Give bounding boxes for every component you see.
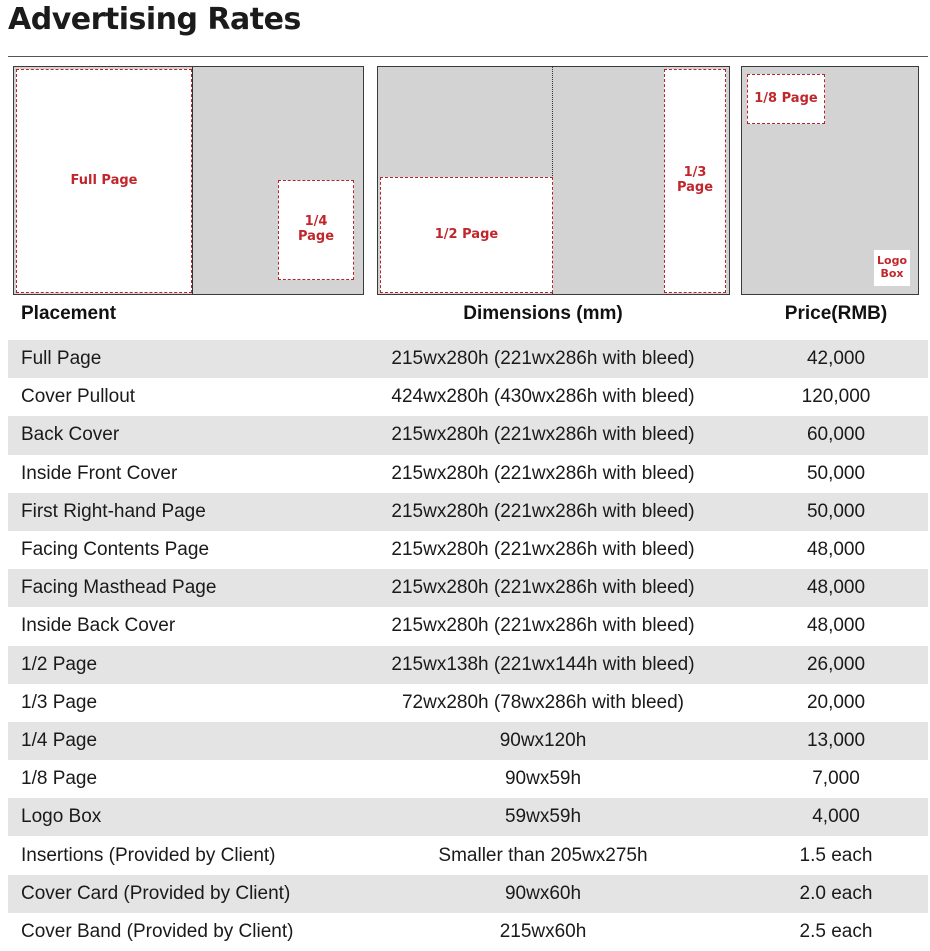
table-row: 1/3 Page 72wx280h (78wx286h with bleed) 20… (8, 684, 928, 722)
price-cell: 2.0 each (799, 882, 873, 904)
placement-cell: 1/4 Page (21, 729, 98, 751)
price-cell: 60,000 (806, 424, 866, 446)
price-cell: 48,000 (806, 539, 866, 561)
dimensions-cell: 215wx280h (221wx286h with bleed) (391, 577, 695, 599)
dimensions-cell: 59wx59h (504, 806, 582, 828)
price-cell: 48,000 (806, 577, 866, 599)
price-cell: 50,000 (806, 462, 866, 484)
table-row: Facing Contents Page 215wx280h (221wx286h… (8, 531, 928, 569)
dimensions-cell: 424wx280h (430wx286h with bleed) (391, 386, 695, 408)
table-row: Full Page 215wx280h (221wx286h with bleed… (8, 340, 928, 379)
placement-cell: Facing Contents Page (21, 539, 210, 561)
third-page-area: 1/3 Page (664, 69, 726, 293)
table-row: Cover Card (Provided by Client) 90wx60h 2.… (8, 874, 928, 913)
dimensions-cell: 215wx280h (221wx286h with bleed) (391, 462, 695, 484)
price-cell: 20,000 (806, 691, 866, 713)
placement-cell: Inside Back Cover (21, 615, 176, 637)
header-dimensions: Dimensions (mm) (463, 303, 623, 324)
dimensions-cell: 90wx60h (504, 882, 582, 904)
price-cell: 120,000 (801, 386, 871, 408)
dimensions-cell: 215wx280h (221wx286h with bleed) (391, 348, 695, 370)
third-page-label: 1/3 Page (676, 165, 714, 195)
placement-cell: 1/3 Page (21, 691, 98, 713)
eighth-page-area: 1/8 Page (747, 74, 825, 124)
full-page-label: Full Page (70, 172, 138, 188)
placement-cell: Logo Box (21, 806, 102, 828)
placement-cell: Insertions (Provided by Client) (21, 844, 276, 866)
placement-cell: Inside Front Cover (21, 462, 178, 484)
title-divider (8, 56, 928, 57)
table-row: First Right-hand Page 215wx280h (221wx286… (8, 492, 928, 531)
diagram-half-third: 1/2 Page 1/3 Page (377, 66, 730, 295)
table-row: Back Cover 215wx280h (221wx286h with blee… (8, 416, 928, 455)
price-cell: 50,000 (806, 500, 866, 522)
placement-cell: Cover Band (Provided by Client) (21, 920, 294, 942)
table-row: Facing Masthead Page 215wx280h (221wx286h… (8, 569, 928, 608)
placement-cell: 1/8 Page (21, 768, 98, 790)
price-cell: 1.5 each (799, 844, 873, 866)
price-cell: 7,000 (812, 768, 860, 790)
placement-cell: Back Cover (21, 424, 120, 446)
placement-cell: First Right-hand Page (21, 500, 206, 522)
quarter-page-label: 1/4 Page (297, 214, 335, 244)
price-cell: 42,000 (806, 348, 866, 370)
dimensions-cell: 90wx120h (499, 729, 587, 751)
dimensions-cell: 215wx280h (221wx286h with bleed) (391, 539, 695, 561)
quarter-page-area: 1/4 Page (278, 180, 354, 280)
table-row: 1/8 Page 90wx59h 7,000 (8, 760, 928, 798)
logo-box-label: Logo Box (877, 254, 907, 280)
dimensions-cell: 90wx59h (504, 768, 582, 790)
table-row: Inside Front Cover 215wx280h (221wx286h w… (8, 455, 928, 493)
diagram-eighth-logo: 1/8 Page Logo Box (741, 66, 919, 295)
header-price: Price(RMB) (784, 303, 888, 324)
price-cell: 26,000 (806, 653, 866, 675)
table-row: Cover Band (Provided by Client) 215wx60h 2… (8, 913, 928, 951)
table-row: 1/2 Page 215wx138h (221wx144h with bleed)… (8, 645, 928, 684)
table-row: Insertions (Provided by Client) Smaller t… (8, 836, 928, 874)
dimensions-cell: 215wx280h (221wx286h with bleed) (391, 500, 695, 522)
placement-cell: 1/2 Page (21, 653, 98, 675)
dimensions-cell: 215wx280h (221wx286h with bleed) (391, 615, 695, 637)
dimensions-cell: 72wx280h (78wx286h with bleed) (401, 691, 684, 713)
table-row: 1/4 Page 90wx120h 13,000 (8, 721, 928, 761)
spine-line (192, 67, 193, 294)
price-cell: 48,000 (806, 615, 866, 637)
price-cell: 2.5 each (799, 920, 873, 942)
full-page-area: Full Page (16, 69, 192, 293)
half-page-area: 1/2 Page (380, 177, 553, 293)
eighth-page-label: 1/8 Page (754, 90, 818, 106)
logo-box-area: Logo Box (874, 250, 910, 286)
dimensions-cell: 215wx60h (499, 920, 587, 942)
page-title: Advertising Rates (8, 2, 301, 37)
table-row: Cover Pullout 424wx280h (430wx286h with b… (8, 378, 928, 416)
diagram-full-quarter: Full Page 1/4 Page (13, 66, 364, 295)
price-cell: 4,000 (812, 806, 860, 828)
table-row: Inside Back Cover 215wx280h (221wx286h wi… (8, 607, 928, 645)
placement-cell: Full Page (21, 348, 102, 370)
half-page-label: 1/2 Page (434, 226, 499, 242)
placement-cell: Cover Pullout (21, 386, 136, 408)
price-cell: 13,000 (806, 729, 866, 751)
dimensions-cell: Smaller than 205wx275h (438, 844, 648, 866)
dimensions-cell: 215wx280h (221wx286h with bleed) (391, 424, 695, 446)
header-placement: Placement (21, 303, 117, 324)
dimensions-cell: 215wx138h (221wx144h with bleed) (391, 653, 695, 675)
table-row: Logo Box 59wx59h 4,000 (8, 798, 928, 837)
placement-cell: Facing Masthead Page (21, 577, 217, 599)
rates-table: Full Page 215wx280h (221wx286h with bleed… (8, 340, 928, 951)
placement-cell: Cover Card (Provided by Client) (21, 882, 291, 904)
